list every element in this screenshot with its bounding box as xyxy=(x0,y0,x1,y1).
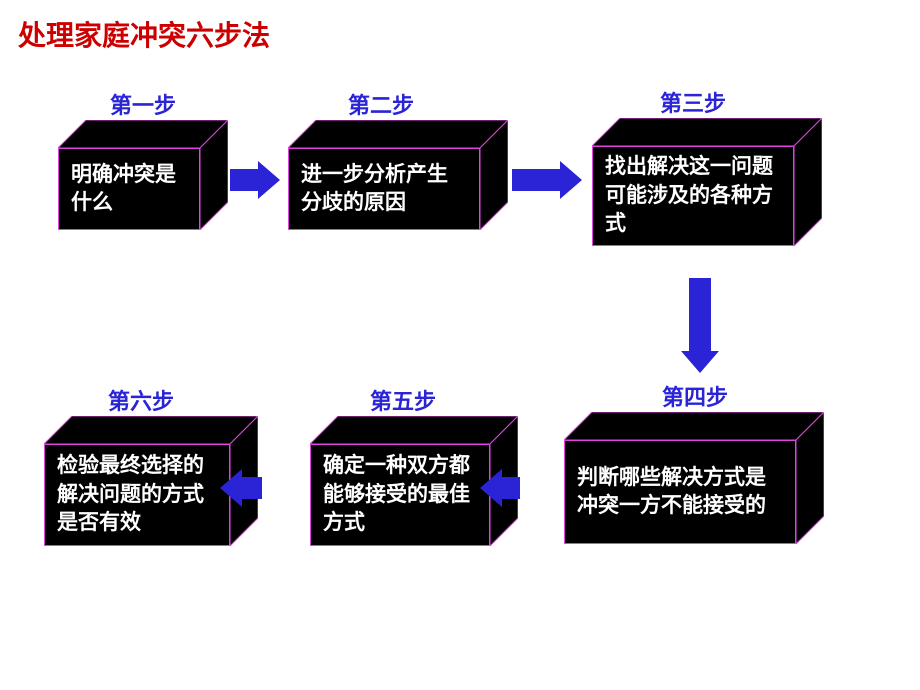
step-box-3: 找出解决这一问题可能涉及的各种方式 xyxy=(592,118,822,246)
box-side-face xyxy=(794,118,822,246)
box-top-face xyxy=(44,416,258,444)
box-top-face xyxy=(288,120,508,148)
step-text-3: 找出解决这一问题可能涉及的各种方式 xyxy=(592,146,794,246)
step-label-1: 第一步 xyxy=(110,88,176,120)
box-top-face xyxy=(564,412,824,440)
box-top-face xyxy=(310,416,518,444)
step-text-2: 进一步分析产生分歧的原因 xyxy=(288,148,480,230)
step-label-6: 第六步 xyxy=(108,384,174,416)
step-box-4: 判断哪些解决方式是冲突一方不能接受的 xyxy=(564,412,824,544)
step-label-5: 第五步 xyxy=(370,384,436,416)
step-box-2: 进一步分析产生分歧的原因 xyxy=(288,120,508,230)
step-text-4: 判断哪些解决方式是冲突一方不能接受的 xyxy=(564,440,796,544)
step-text-1: 明确冲突是什么 xyxy=(58,148,200,230)
box-side-face xyxy=(480,120,508,230)
step-label-2: 第二步 xyxy=(348,88,414,120)
step-text-5: 确定一种双方都能够接受的最佳方式 xyxy=(310,444,490,546)
step-text-6: 检验最终选择的解决问题的方式是否有效 xyxy=(44,444,230,546)
page-title: 处理家庭冲突六步法 xyxy=(18,14,270,54)
box-top-face xyxy=(592,118,822,146)
box-side-face xyxy=(796,412,824,544)
step-label-3: 第三步 xyxy=(660,86,726,118)
step-label-4: 第四步 xyxy=(662,380,728,412)
box-side-face xyxy=(200,120,228,230)
step-box-1: 明确冲突是什么 xyxy=(58,120,228,230)
